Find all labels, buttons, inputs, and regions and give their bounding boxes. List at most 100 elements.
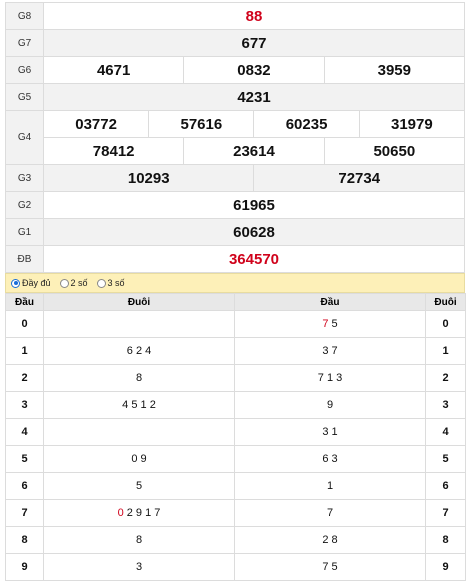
prize-label: ĐB [5,245,44,273]
head-digits: 9 [234,391,426,419]
tail-digits: 0 2 9 1 7 [43,499,235,527]
tail-digit: 6 [425,472,466,500]
prize-value: 88 [43,2,465,30]
prize-value: 60235 [253,110,360,138]
table-row: 4 3 1 4 [5,418,466,446]
head-digit: 7 [5,499,44,527]
digits-text: 2 9 1 7 [123,507,161,519]
prize-value: 61965 [43,191,465,219]
digits-text: 0 9 [131,453,147,465]
head-digit: 9 [5,553,44,581]
head-digits: 6 3 [234,445,426,473]
tail-digits [43,310,235,338]
option-3-digits[interactable]: 3 số [96,278,125,288]
prize-label: G8 [5,2,44,30]
table-header: Đầu Đuôi Đầu Đuôi [5,293,466,311]
head-digits: 2 8 [234,526,426,554]
digits-text: 6 3 [322,453,338,465]
prize-row-g8: G8 88 [5,2,465,30]
prize-value: 03772 [42,110,150,138]
prize-value: 31979 [358,110,466,138]
prize-label: G1 [5,218,44,246]
head-digit: 8 [5,526,44,554]
radio-icon[interactable] [59,278,69,288]
head-digit: 0 [5,310,44,338]
prize-label: G2 [5,191,44,219]
tail-digits: 5 [43,472,235,500]
tail-digit: 3 [425,391,466,419]
tail-digit: 9 [425,553,466,581]
prize-value: 72734 [253,164,465,192]
table-row: 8 8 2 8 8 [5,526,466,554]
prize-row-g1: G1 60628 [5,218,465,246]
digits-text: 6 2 4 [126,345,152,357]
prize-value: 50650 [323,137,466,165]
table-row: 3 4 5 1 2 9 3 [5,391,466,419]
prize-label: G7 [5,29,44,57]
prize-row-g4b: 78412 23614 50650 [6,137,466,165]
highlight-digit: 7 [322,318,329,330]
special-prize-value: 364570 [43,245,465,273]
highlight-digit: 0 [117,507,124,519]
prize-value: 60628 [43,218,465,246]
col-header-duoi-2: Đuôi [425,293,466,311]
option-2-digits[interactable]: 2 số [59,278,88,288]
prize-value: 57616 [148,110,255,138]
table-row: 2 8 7 1 3 2 [5,364,466,392]
prize-value: 677 [43,29,465,57]
digits-text: 4 5 1 2 [122,399,156,411]
tail-digit: 2 [425,364,466,392]
tail-digits: 3 [43,553,235,581]
prize-label: G4 [5,110,44,165]
tail-digit: 7 [425,499,466,527]
display-options: Đầy đủ 2 số 3 số [5,273,465,293]
prize-row-db: ĐB 364570 [5,245,465,273]
digits-text: 1 [326,480,334,492]
tail-digits [43,418,235,446]
col-header-dau: Đầu [5,293,44,311]
tail-digit: 0 [425,310,466,338]
prize-row-g6: G6 4671 0832 3959 [5,56,466,84]
head-digits: 3 1 [234,418,426,446]
head-digits: 3 7 [234,337,426,365]
radio-icon[interactable] [96,278,106,288]
tail-digits: 8 [43,364,235,392]
tail-digits: 6 2 4 [43,337,235,365]
prize-label: G5 [5,83,44,111]
digits-text: 8 [135,372,143,384]
col-header-duoi: Đuôi [43,293,235,311]
digits-text: 7 1 3 [317,372,343,384]
head-digits: 1 [234,472,426,500]
prize-value: 4671 [42,56,185,84]
prize-value: 4231 [43,83,465,111]
lottery-results: G8 88 G7 677 G6 4671 0832 3959 G5 4231 G… [5,2,466,581]
tail-digit: 4 [425,418,466,446]
table-row: 5 0 9 6 3 5 [5,445,466,473]
tail-digit: 1 [425,337,466,365]
digits-text: 3 7 [322,345,338,357]
prize-label: G3 [5,164,44,192]
tail-digit: 5 [425,445,466,473]
digits-text: 3 1 [322,426,338,438]
results-table: G8 88 G7 677 G6 4671 0832 3959 G5 4231 G… [5,2,466,273]
head-digit: 2 [5,364,44,392]
prize-row-g2: G2 61965 [5,191,465,219]
table-row: 6 5 1 6 [5,472,466,500]
prize-value: 78412 [42,137,185,165]
head-digit: 4 [5,418,44,446]
digits-text: 9 [326,399,334,411]
tail-digits: 8 [43,526,235,554]
prize-label: G6 [5,56,44,84]
head-digits: 7 5 [234,553,426,581]
head-digit: 1 [5,337,44,365]
option-label: 3 số [107,278,125,288]
table-row: 9 3 7 5 9 [5,553,466,581]
table-row: 1 6 2 4 3 7 1 [5,337,466,365]
radio-selected-icon[interactable] [11,278,20,288]
digits-text: 8 [135,534,143,546]
head-digit: 3 [5,391,44,419]
option-full[interactable]: Đầy đủ [11,278,51,288]
prize-row-g7: G7 677 [5,29,465,57]
digits-text: 5 [135,480,143,492]
